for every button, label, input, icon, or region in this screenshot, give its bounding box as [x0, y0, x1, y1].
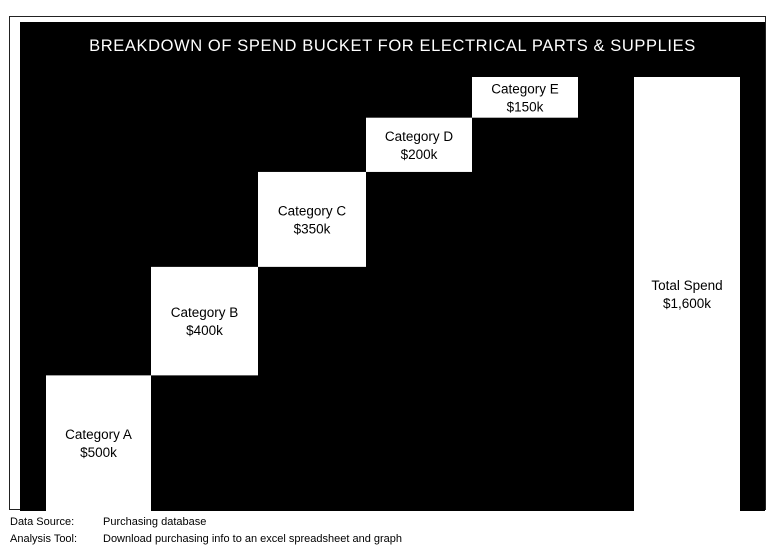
category-bar — [258, 171, 366, 267]
bar-category-label: Category A — [65, 427, 132, 442]
bar-value-label: $1,600k — [663, 296, 711, 311]
bar-category-label: Total Spend — [651, 278, 722, 293]
category-bar — [46, 375, 151, 511]
data-source-value: Purchasing database — [103, 516, 207, 528]
total-bar — [634, 77, 740, 511]
bar-value-label: $150k — [507, 99, 544, 114]
data-source-label: Data Source: — [10, 516, 75, 528]
bar-value-label: $200k — [401, 147, 438, 162]
bar-category-label: Category B — [171, 305, 239, 320]
data-source-row: Data Source: Purchasing database — [10, 514, 402, 531]
bar-category-label: Category D — [385, 129, 454, 144]
bar-category-label: Category C — [278, 203, 347, 218]
chart-footer: Data Source: Purchasing database Analysis… — [10, 514, 402, 548]
bar-value-label: $350k — [294, 221, 331, 236]
analysis-tool-label: Analysis Tool: — [10, 533, 78, 545]
category-bar — [366, 117, 472, 172]
category-bar — [472, 77, 578, 118]
waterfall-chart: Category A $500k Category B $400k Category C… — [46, 77, 740, 511]
bar-value-label: $400k — [186, 323, 223, 338]
analysis-tool-row: Analysis Tool: Download purchasing info t… — [10, 531, 402, 548]
chart-area: BREAKDOWN OF SPEND BUCKET FOR ELECTRICAL… — [20, 22, 765, 511]
bar-category-label: Category E — [491, 81, 559, 96]
analysis-tool-value: Download purchasing info to an excel spr… — [103, 533, 403, 545]
chart-title: BREAKDOWN OF SPEND BUCKET FOR ELECTRICAL… — [89, 37, 696, 55]
bar-value-label: $500k — [80, 445, 117, 460]
category-bar — [151, 266, 258, 376]
